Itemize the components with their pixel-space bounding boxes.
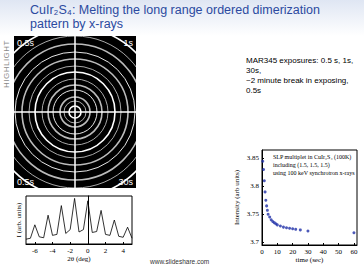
svg-text:20: 20 [289, 248, 297, 256]
svg-text:0.5s: 0.5s [17, 38, 35, 48]
svg-text:30: 30 [304, 248, 312, 256]
svg-text:-4: -4 [50, 247, 56, 255]
svg-text:50: 50 [335, 248, 343, 256]
svg-text:30s: 30s [118, 177, 133, 187]
svg-text:Intensity (arb units): Intensity (arb units) [233, 169, 241, 225]
svg-text:using 100 keV synchrotron x-ra: using 100 keV synchrotron x-rays [273, 170, 355, 176]
svg-text:1s: 1s [123, 38, 133, 48]
svg-text:including (1.5, 1.5, 1.5): including (1.5, 1.5, 1.5) [273, 162, 330, 169]
svg-text:2: 2 [104, 247, 108, 255]
svg-text:SLP multiplet in CuIr₂S₄ (100K: SLP multiplet in CuIr₂S₄ (100K) [273, 154, 351, 161]
svg-text:60: 60 [350, 248, 358, 256]
svg-text:-6: -6 [32, 247, 38, 255]
html-text:MAR345 exposures: 0.5 s, 1s, 3: MAR345 exposures: 0.5 s, 1s, 30s, [246, 56, 354, 75]
svg-text:40: 40 [320, 248, 328, 256]
svg-text:-2: -2 [67, 247, 73, 255]
svg-text:0: 0 [86, 247, 90, 255]
svg-text:3.8: 3.8 [250, 182, 259, 190]
html-text:~2 minute break in exposing, 0: ~2 minute break in exposing, 0.5s [246, 76, 349, 95]
svg-text:time (sec): time (sec) [296, 256, 324, 264]
svg-text:0.5s: 0.5s [17, 177, 35, 187]
svg-text:4: 4 [121, 247, 125, 255]
html-text:CuIr₂S₄: Melting the long rang: CuIr₂S₄: Melting the long range ordered … [30, 3, 320, 31]
svg-text:10: 10 [274, 248, 282, 256]
svg-text:I (arb. units): I (arb. units) [15, 202, 23, 237]
html-text:www.slideshare.com: www.slideshare.com [150, 258, 210, 265]
svg-text:3.85: 3.85 [247, 154, 260, 162]
svg-text:3.7: 3.7 [250, 238, 259, 246]
svg-text:0: 0 [260, 248, 264, 256]
svg-text:3.75: 3.75 [247, 210, 260, 218]
html-text:HIGHLIGHT: HIGHLIGHT [2, 40, 11, 89]
svg-text:2θ (deg): 2θ (deg) [67, 255, 91, 263]
